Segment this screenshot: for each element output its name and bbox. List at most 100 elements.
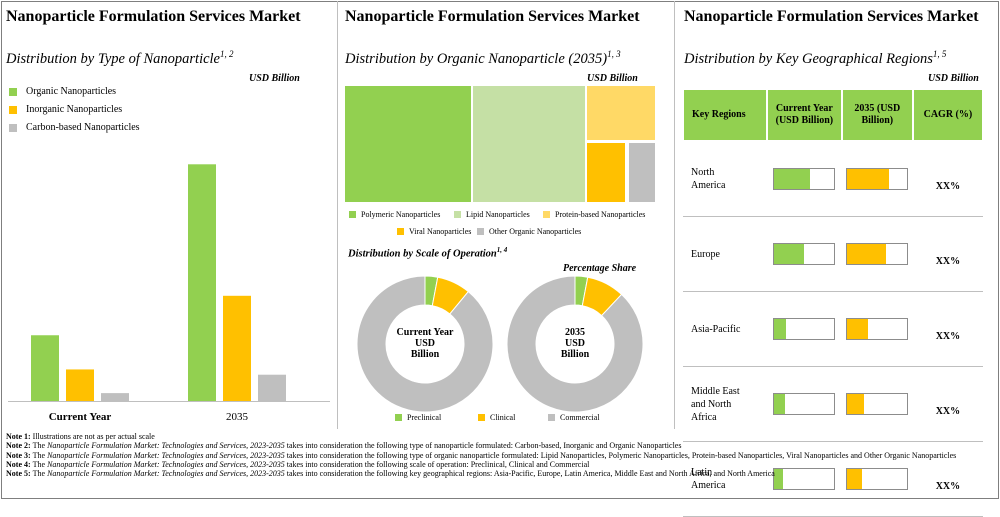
2035-bar-fill — [847, 319, 869, 339]
scale-title: Distribution by Scale of Operation1, 4 — [348, 246, 508, 260]
2035-bar-fill — [847, 244, 887, 264]
panel3-title: Nanoparticle Formulation Services Market — [684, 8, 979, 25]
table-row: Asia-Pacific XX% — [683, 291, 983, 367]
treemap-other — [629, 143, 655, 202]
legend-swatch — [397, 228, 404, 235]
legend-swatch — [9, 87, 17, 96]
legend-other-organic: Other Organic Nanoparticles — [477, 227, 581, 236]
legend-swatch — [349, 211, 356, 218]
2035-bar-fill — [847, 169, 890, 189]
table-row: Europe XX% — [683, 216, 983, 292]
legend-carbon: Carbon-based Nanoparticles — [9, 122, 140, 133]
bar-inorganic-nanoparticles-current-year — [66, 369, 94, 401]
bar-organic-nanoparticles-current-year — [31, 335, 59, 401]
legend-swatch — [9, 123, 17, 132]
current-year-bar-cell — [767, 291, 842, 367]
legend-lipid: Lipid Nanoparticles — [454, 210, 530, 219]
current-year-bar-fill — [774, 469, 784, 489]
2035-bar — [846, 468, 909, 490]
bar-organic-nanoparticles-2035 — [188, 164, 216, 401]
donut1-slice-commercial — [356, 275, 494, 413]
header-key-regions: Key Regions — [682, 88, 768, 142]
legend-polymeric: Polymeric Nanoparticles — [349, 210, 440, 219]
panel2-subtitle: Distribution by Organic Nanoparticle (20… — [345, 49, 621, 67]
x-tick-label: 2035 — [226, 411, 249, 423]
panel1-title: Nanoparticle Formulation Services Market — [6, 8, 301, 25]
current-year-bar-cell — [767, 216, 842, 292]
donut-charts — [356, 275, 644, 413]
cagr-value: XX% — [912, 291, 983, 367]
treemap-lipid — [473, 86, 586, 202]
legend-inorganic: Inorganic Nanoparticles — [9, 104, 122, 115]
2035-bar — [846, 243, 909, 265]
footnote: Note 2: The Nanoparticle Formulation Mar… — [6, 441, 682, 451]
panel3-unit: USD Billion — [928, 73, 979, 84]
panel-separator — [674, 1, 675, 429]
panel-separator — [337, 1, 338, 429]
current-year-bar — [773, 168, 836, 190]
legend-protein: Protein-based Nanoparticles — [543, 210, 645, 219]
panel2-title: Nanoparticle Formulation Services Market — [345, 8, 640, 25]
panel3-subtitle: Distribution by Key Geographical Regions… — [684, 49, 947, 67]
donut2-center-label: 2035 USD Billion — [560, 327, 590, 360]
panel2-unit: USD Billion — [587, 73, 638, 84]
current-year-bar — [773, 243, 836, 265]
legend-swatch — [543, 211, 550, 218]
region-name: Europe — [683, 216, 767, 292]
2035-bar — [846, 168, 909, 190]
infographic-frame — [1, 1, 999, 499]
legend-organic: Organic Nanoparticles — [9, 86, 116, 97]
legend-viral: Viral Nanoparticles — [397, 227, 471, 236]
treemap-protein — [587, 86, 655, 142]
panel1-unit: USD Billion — [249, 73, 300, 84]
treemap-polymeric — [345, 86, 472, 202]
panel1-subtitle: Distribution by Type of Nanoparticle1, 2 — [6, 49, 234, 67]
legend-clinical: Clinical — [478, 413, 515, 422]
2035-bar-fill — [847, 469, 863, 489]
bar-carbon-based-nanoparticles-2035 — [258, 374, 286, 401]
region-name: North America — [683, 141, 767, 217]
legend-swatch — [477, 228, 484, 235]
footnote: Note 5: The Nanoparticle Formulation Mar… — [6, 469, 775, 479]
bar-carbon-based-nanoparticles-current-year — [101, 393, 129, 401]
bar-inorganic-nanoparticles-2035 — [223, 295, 251, 401]
table-header-row: Key Regions Current Year (USD Billion) 2… — [682, 88, 985, 142]
current-year-bar-fill — [774, 319, 787, 339]
table-row: Middle East and North Africa XX% — [683, 366, 983, 442]
region-name: Asia-Pacific — [683, 291, 767, 367]
regions-table: Key Regions Current Year (USD Billion) 2… — [682, 88, 985, 517]
2035-bar — [846, 318, 909, 340]
legend-preclinical: Preclinical — [395, 413, 441, 422]
x-tick-label: Current Year — [49, 411, 112, 423]
legend-swatch — [9, 105, 17, 114]
current-year-bar — [773, 468, 836, 490]
footnote: Note 1: Illustrations are not as per act… — [6, 432, 155, 441]
footnotes: Note 1: Illustrations are not as per act… — [6, 432, 991, 478]
current-year-bar-cell — [767, 141, 842, 217]
current-year-bar-fill — [774, 394, 786, 414]
2035-bar-fill — [847, 394, 865, 414]
legend-swatch — [454, 211, 461, 218]
region-name: Middle East and North Africa — [683, 366, 767, 442]
current-year-bar — [773, 393, 836, 415]
2035-bar-cell — [841, 141, 913, 217]
footnote: Note 3: The Nanoparticle Formulation Mar… — [6, 450, 957, 460]
cagr-value: XX% — [912, 141, 983, 217]
scale-unit: Percentage Share — [563, 263, 637, 274]
donut2-slice-commercial — [506, 275, 644, 413]
current-year-bar-cell — [767, 366, 842, 442]
current-year-bar — [773, 318, 836, 340]
2035-bar — [846, 393, 909, 415]
donut1-center-label: Current Year USD Billion — [396, 327, 454, 360]
header-2035: 2035 (USD Billion) — [840, 88, 914, 142]
bar-chart: Current Year 2035 — [8, 164, 330, 423]
legend-swatch — [478, 414, 485, 421]
2035-bar-cell — [841, 291, 913, 367]
current-year-bar-fill — [774, 169, 811, 189]
treemap-viral — [587, 143, 627, 202]
legend-commercial: Commercial — [548, 413, 600, 422]
header-cagr: CAGR (%) — [911, 88, 985, 142]
legend-swatch — [395, 414, 402, 421]
table-row: North America XX% — [683, 141, 983, 217]
header-current-year: Current Year (USD Billion) — [766, 88, 843, 142]
